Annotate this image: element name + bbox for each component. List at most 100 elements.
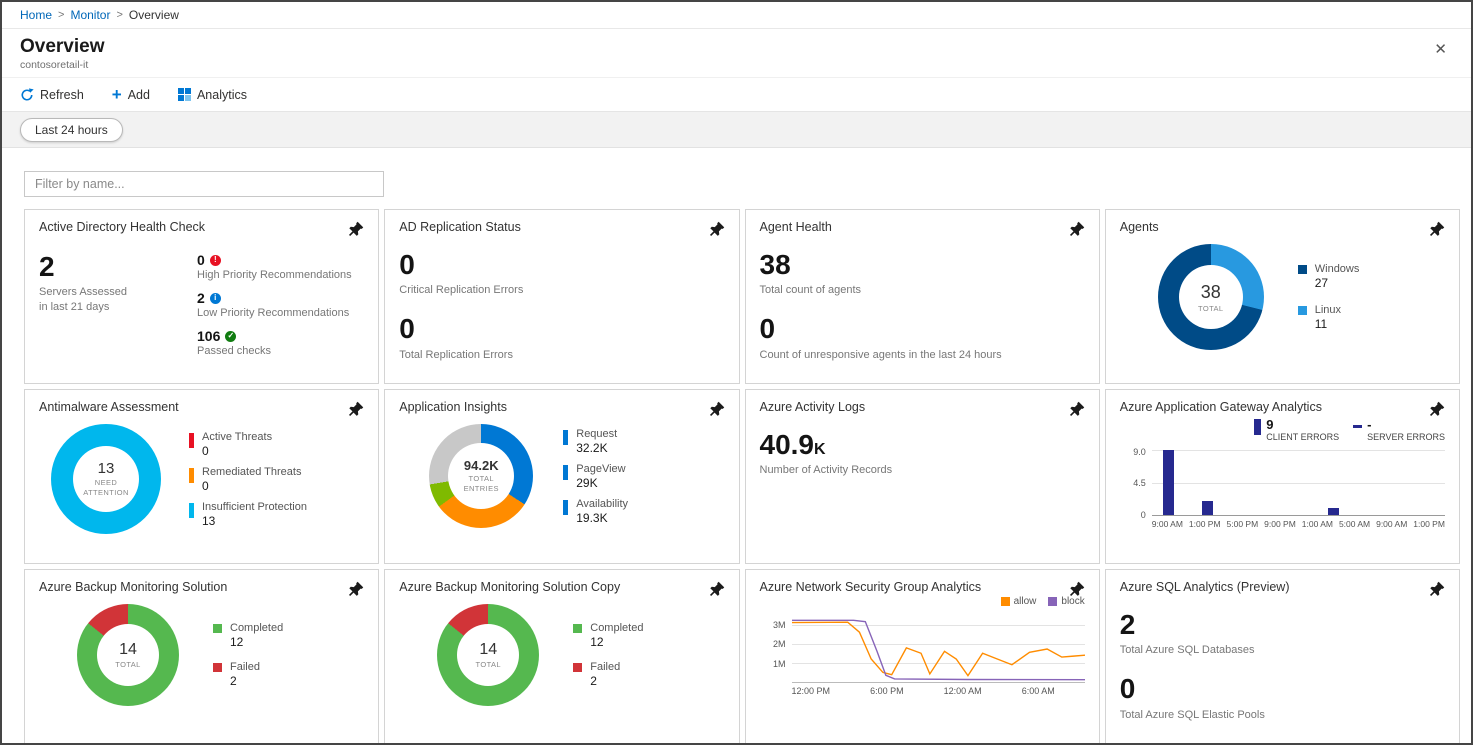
- gateway-bar-chart: [1151, 450, 1445, 517]
- tile-agents[interactable]: Agents 38 TOTAL Windows: [1104, 209, 1460, 384]
- pin-icon[interactable]: [349, 581, 364, 596]
- servers-assessed-stat: 2 Servers Assessed in last 21 days: [39, 252, 197, 357]
- pin-icon[interactable]: [1069, 221, 1085, 236]
- add-button[interactable]: + Add: [112, 86, 150, 103]
- tile-azure-sql-analytics[interactable]: Azure SQL Analytics (Preview) 2 Total Az…: [1104, 569, 1460, 743]
- y-axis: 3M 2M 1M: [760, 613, 792, 683]
- donut-center-value: 38: [1200, 281, 1221, 302]
- y-tick: 4.5: [1133, 478, 1146, 489]
- request-value: 32.2K: [576, 440, 608, 455]
- tile-azure-backup-monitoring-solution-copy[interactable]: Azure Backup Monitoring Solution Copy 14…: [384, 569, 740, 743]
- high-priority-label: High Priority Recommendations: [197, 269, 352, 281]
- tile-ad-replication-status[interactable]: AD Replication Status 0 Critical Replica…: [384, 209, 740, 384]
- close-icon[interactable]: ✕: [1434, 41, 1447, 58]
- pin-icon[interactable]: [1069, 581, 1085, 596]
- total-errors-label: Total Replication Errors: [399, 348, 513, 361]
- insufficient-protection-label: Insufficient Protection: [202, 500, 307, 513]
- tile-agent-health[interactable]: Agent Health 38 Total count of agents 0 …: [744, 209, 1100, 384]
- failed-value: 2: [230, 674, 237, 688]
- legend-item-active-threats: Active Threats 0: [189, 431, 307, 458]
- failed-marker: [213, 663, 222, 672]
- availability-value: 19.3K: [576, 510, 608, 525]
- analytics-button[interactable]: Analytics: [177, 88, 247, 102]
- high-priority-value: 0: [197, 252, 205, 268]
- add-icon: +: [111, 85, 122, 104]
- y-axis: 9.0 4.5 0: [1120, 447, 1152, 520]
- antimalware-legend: Active Threats 0 Remediated Threats 0: [189, 431, 307, 528]
- legend-item-completed: Completed 12: [213, 622, 283, 649]
- donut-center-label: TOTAL ENTRIES: [463, 474, 499, 493]
- nsg-legend: allow block: [760, 596, 1085, 607]
- x-axis: 9:00 AM 1:00 PM 5:00 PM 9:00 PM 1:00 AM …: [1120, 519, 1445, 529]
- active-threats-value: 0: [202, 443, 209, 458]
- y-tick: 0: [1140, 509, 1146, 520]
- donut-center-value: 14: [119, 641, 137, 658]
- block-label: block: [1061, 596, 1085, 607]
- tile-antimalware-assessment[interactable]: Antimalware Assessment 13 NEED ATTENTION: [24, 389, 380, 564]
- pin-icon[interactable]: [1069, 401, 1085, 416]
- pin-icon[interactable]: [1430, 221, 1445, 236]
- pageview-marker: [563, 464, 569, 480]
- tile-title: Azure Application Gateway Analytics: [1119, 400, 1322, 414]
- donut-center-label: TOTAL: [1198, 303, 1224, 313]
- breadcrumb: Home > Monitor > Overview: [2, 2, 1471, 29]
- refresh-button[interactable]: Refresh: [20, 88, 84, 102]
- unresponsive-agents-label: Count of unresponsive agents in the last…: [759, 348, 1002, 361]
- tile-title: Agent Health: [759, 220, 832, 234]
- completed-value: 12: [590, 635, 604, 649]
- breadcrumb-home[interactable]: Home: [20, 8, 53, 22]
- tile-azure-application-gateway-analytics[interactable]: Azure Application Gateway Analytics 9 CL…: [1104, 389, 1460, 564]
- pin-icon[interactable]: [1430, 581, 1445, 596]
- pin-icon[interactable]: [349, 221, 364, 236]
- request-label: Request: [576, 427, 618, 440]
- client-errors-label: CLIENT ERRORS: [1266, 432, 1340, 443]
- total-errors-stat: 0 Total Replication Errors: [399, 314, 724, 362]
- passed-checks-stat: 106 ✓ Passed checks: [197, 328, 352, 357]
- linux-label: Linux: [1314, 304, 1342, 316]
- filter-input[interactable]: [24, 171, 384, 197]
- sql-pools-stat: 0 Total Azure SQL Elastic Pools: [1120, 674, 1445, 722]
- pin-icon[interactable]: [709, 581, 725, 596]
- agents-legend: Windows 27 Linux 11: [1297, 263, 1360, 331]
- pin-icon[interactable]: [709, 221, 725, 236]
- legend-item-remediated-threats: Remediated Threats 0: [189, 466, 307, 493]
- windows-value: 27: [1314, 276, 1329, 290]
- page-header-titles: Overview contosoretail-it: [20, 36, 105, 71]
- x-tick: 12:00 AM: [943, 686, 982, 696]
- block-marker: [1048, 597, 1058, 606]
- time-range-button[interactable]: Last 24 hours: [20, 117, 123, 142]
- tile-azure-network-security-group-analytics[interactable]: Azure Network Security Group Analytics a…: [744, 569, 1100, 743]
- backup-copy-donut-chart: 14 TOTAL: [437, 604, 540, 706]
- legend-item-linux: Linux 11: [1297, 304, 1360, 331]
- completed-value: 12: [230, 635, 244, 649]
- legend-item-pageview: PageView 29K: [563, 463, 628, 490]
- tile-application-insights[interactable]: Application Insights 94.2K TOTAL ENTRIES: [384, 389, 740, 564]
- tile-azure-activity-logs[interactable]: Azure Activity Logs 40.9K Number of Acti…: [744, 389, 1100, 564]
- x-tick: 1:00 AM: [1301, 519, 1333, 530]
- insufficient-protection-marker: [189, 502, 194, 518]
- sql-databases-label: Total Azure SQL Databases: [1119, 644, 1255, 657]
- legend-item-block: block: [1048, 596, 1085, 607]
- pageview-label: PageView: [576, 462, 626, 475]
- active-threats-label: Active Threats: [202, 430, 273, 443]
- allow-label: allow: [1013, 596, 1037, 607]
- windows-label: Windows: [1314, 263, 1360, 275]
- page-subtitle: contosoretail-it: [20, 59, 89, 71]
- pin-icon[interactable]: [1430, 401, 1445, 416]
- tile-title: Azure Backup Monitoring Solution Copy: [399, 580, 621, 594]
- remediated-threats-marker: [189, 467, 194, 483]
- failed-value: 2: [590, 674, 597, 688]
- servers-assessed-label-2: in last 21 days: [39, 301, 110, 314]
- backup-legend: Completed 12 Failed 2: [213, 622, 283, 688]
- x-tick: 1:00 PM: [1413, 519, 1445, 530]
- windows-marker: [1297, 265, 1307, 274]
- x-tick: 1:00 PM: [1188, 519, 1221, 530]
- antimalware-donut-chart: 13 NEED ATTENTION: [51, 424, 161, 534]
- pin-icon[interactable]: [709, 401, 725, 416]
- breadcrumb-monitor[interactable]: Monitor: [70, 8, 111, 22]
- tile-azure-backup-monitoring-solution[interactable]: Azure Backup Monitoring Solution 14 TOTA…: [24, 569, 380, 743]
- tile-active-directory-health-check[interactable]: Active Directory Health Check 2 Servers …: [24, 209, 380, 384]
- failed-label: Failed: [590, 661, 621, 673]
- low-priority-label: Low Priority Recommendations: [197, 307, 350, 319]
- pin-icon[interactable]: [349, 401, 364, 416]
